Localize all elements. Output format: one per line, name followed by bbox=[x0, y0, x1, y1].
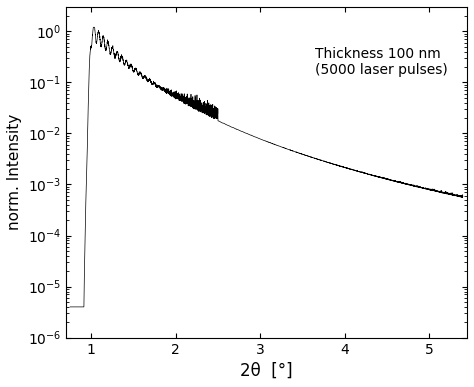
Y-axis label: norm. Intensity: norm. Intensity bbox=[7, 114, 22, 230]
X-axis label: 2θ  [°]: 2θ [°] bbox=[240, 362, 293, 380]
Text: Thickness 100 nm
(5000 laser pulses): Thickness 100 nm (5000 laser pulses) bbox=[315, 46, 447, 77]
